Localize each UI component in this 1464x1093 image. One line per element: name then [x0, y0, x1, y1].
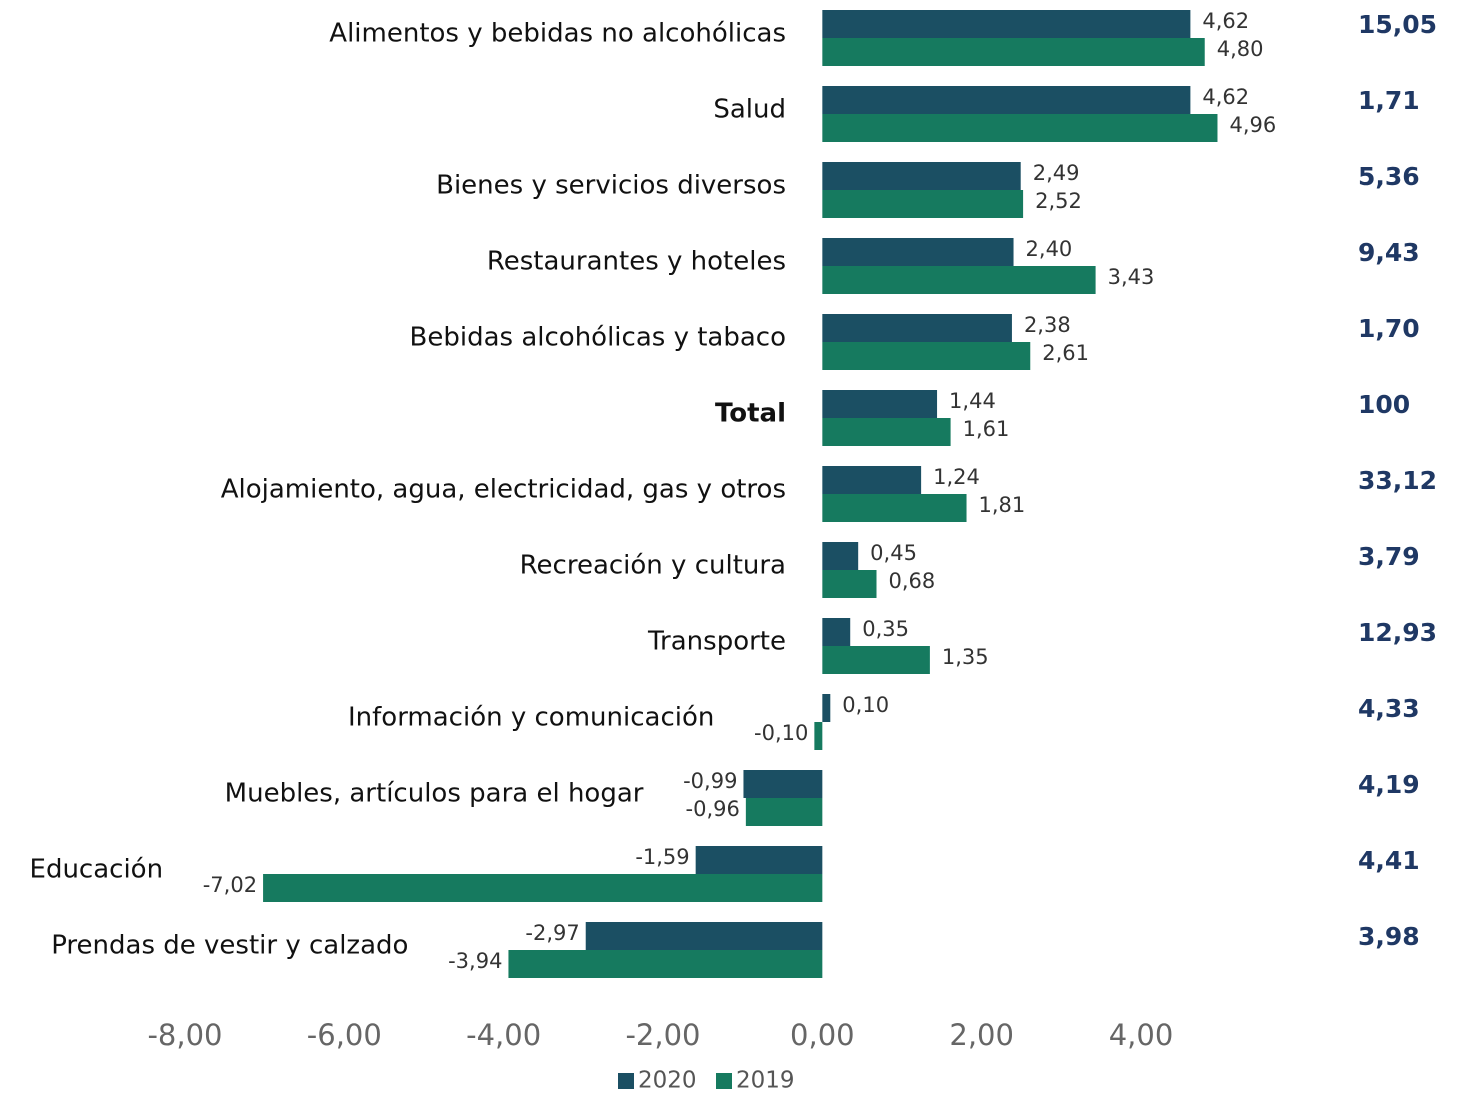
value-label: -1,59 [635, 845, 689, 869]
bar [822, 646, 930, 674]
value-label: 1,61 [963, 417, 1010, 441]
legend-label: 2020 [638, 1068, 697, 1093]
category-label: Educación [30, 855, 164, 885]
weight-label: 1,71 [1358, 86, 1420, 115]
category-label: Alojamiento, agua, electricidad, gas y o… [221, 475, 786, 505]
value-label: 0,35 [862, 617, 909, 641]
value-label: 2,40 [1026, 237, 1073, 261]
weight-label: 5,36 [1358, 162, 1420, 191]
bar [822, 266, 1096, 294]
bar [745, 798, 823, 826]
bar [822, 162, 1021, 190]
x-tick-label: 4,00 [1109, 1018, 1174, 1052]
category-label: Muebles, artículos para el hogar [225, 779, 644, 809]
legend-swatch [716, 1073, 732, 1089]
value-label: 0,10 [842, 693, 889, 717]
weight-label: 12,93 [1358, 618, 1437, 647]
bar [822, 570, 877, 598]
weight-label: 1,70 [1358, 314, 1420, 343]
category-label: Bienes y servicios diversos [436, 171, 786, 201]
value-label: 1,35 [942, 645, 989, 669]
value-label: 4,62 [1202, 85, 1249, 109]
value-label: 2,49 [1033, 161, 1080, 185]
value-label: -3,94 [448, 949, 502, 973]
value-label: 2,61 [1042, 341, 1089, 365]
bar [508, 950, 823, 978]
value-label: 1,44 [949, 389, 996, 413]
legend-swatch [618, 1073, 634, 1089]
category-label: Información y comunicación [348, 703, 714, 733]
x-tick-label: -8,00 [147, 1018, 222, 1052]
weight-label: 33,12 [1358, 466, 1437, 495]
bar [822, 114, 1218, 142]
bar [822, 314, 1012, 342]
category-label: Recreación y cultura [520, 551, 786, 581]
x-tick-label: 0,00 [790, 1018, 855, 1052]
value-label: -0,10 [754, 721, 808, 745]
value-label: -0,99 [683, 769, 737, 793]
value-label: 4,80 [1217, 37, 1264, 61]
bar [822, 542, 859, 570]
bar [822, 190, 1024, 218]
weight-label: 9,43 [1358, 238, 1420, 267]
legend-label: 2019 [736, 1068, 795, 1093]
bar [263, 874, 823, 902]
weight-label: 100 [1358, 390, 1410, 419]
bar [822, 390, 938, 418]
category-label: Alimentos y bebidas no alcohólicas [329, 19, 786, 49]
value-label: 1,81 [979, 493, 1026, 517]
bar [822, 494, 967, 522]
bar [822, 694, 831, 722]
category-label: Restaurantes y hoteles [487, 247, 786, 277]
value-label: 3,43 [1108, 265, 1155, 289]
x-tick-label: -6,00 [307, 1018, 382, 1052]
value-label: -2,97 [525, 921, 579, 945]
bar [822, 38, 1205, 66]
bar [822, 10, 1191, 38]
bar [585, 922, 823, 950]
x-tick-label: -2,00 [625, 1018, 700, 1052]
x-tick-label: 2,00 [949, 1018, 1014, 1052]
bar [822, 418, 951, 446]
category-label: Transporte [647, 627, 786, 657]
value-label: 1,24 [933, 465, 980, 489]
value-label: 4,96 [1229, 113, 1276, 137]
value-label: -7,02 [203, 873, 257, 897]
weight-label: 4,19 [1358, 770, 1420, 799]
weight-label: 3,79 [1358, 542, 1420, 571]
value-label: 0,68 [889, 569, 936, 593]
value-label: 2,38 [1024, 313, 1071, 337]
value-label: 0,45 [870, 541, 917, 565]
bar [814, 722, 823, 750]
x-tick-label: -4,00 [466, 1018, 541, 1052]
bar [822, 238, 1014, 266]
weight-label: 3,98 [1358, 922, 1420, 951]
category-label: Salud [713, 95, 786, 125]
bar [822, 618, 851, 646]
bar [822, 466, 922, 494]
value-label: 2,52 [1035, 189, 1082, 213]
weight-label: 15,05 [1358, 10, 1437, 39]
category-label: Bebidas alcohólicas y tabaco [410, 323, 786, 353]
weight-label: 4,33 [1358, 694, 1420, 723]
category-label: Prendas de vestir y calzado [51, 931, 408, 961]
value-label: -0,96 [686, 797, 740, 821]
weight-label: 4,41 [1358, 846, 1420, 875]
category-label: Total [715, 399, 786, 429]
bar [822, 342, 1031, 370]
value-label: 4,62 [1202, 9, 1249, 33]
bar [743, 770, 823, 798]
bar [695, 846, 823, 874]
bar [822, 86, 1191, 114]
